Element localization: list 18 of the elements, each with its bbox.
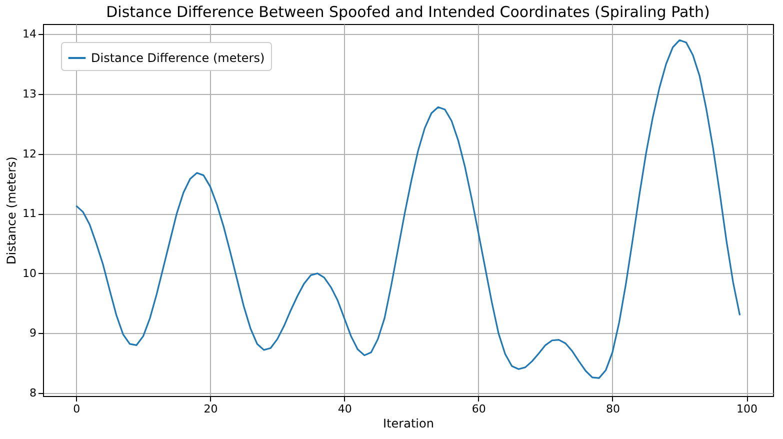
x-tick-label: 0	[73, 402, 80, 416]
y-axis-title: Distance (meters)	[4, 156, 19, 264]
x-tick-label: 80	[606, 402, 620, 416]
x-tick-label: 40	[338, 402, 352, 416]
x-tick-label: 60	[472, 402, 486, 416]
y-tick-label: 12	[22, 147, 36, 160]
y-tick-label: 11	[22, 207, 36, 220]
y-tick-label: 14	[22, 28, 36, 41]
legend-label: Distance Difference (meters)	[91, 51, 265, 65]
chart-title: Distance Difference Between Spoofed and Intended Coordinates (Spiraling Path)	[106, 3, 710, 21]
y-tick-label: 8	[30, 386, 36, 400]
y-tick-label: 10	[22, 266, 36, 280]
y-tick-label: 9	[30, 326, 36, 340]
x-tick-label: 100	[736, 402, 758, 416]
line-series	[75, 39, 741, 379]
x-axis-title: Iteration	[383, 416, 434, 430]
x-tick-label: 20	[204, 402, 218, 416]
y-tick-label: 13	[22, 87, 36, 100]
